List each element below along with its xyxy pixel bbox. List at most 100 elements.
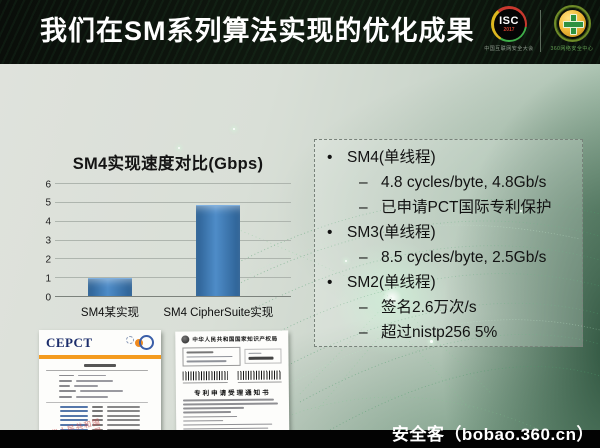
org-logo-caption: 360网络安全中心	[550, 46, 594, 52]
y-axis-tick-label: 1	[45, 273, 51, 285]
cepct-logo-text: CEPCT	[46, 335, 93, 350]
doc-text-line	[183, 411, 231, 414]
doc-text-line	[58, 374, 75, 377]
bullet-item: SM4(单线程)	[325, 145, 572, 170]
doc-text-line	[83, 363, 117, 367]
doc-text-line	[60, 405, 89, 408]
chart-gridline	[55, 296, 291, 297]
doc-line-row	[46, 395, 154, 398]
doc-text-line	[60, 410, 89, 413]
slide-title: 我们在SM系列算法实现的优化成果	[40, 16, 475, 46]
bullet-item: SM3(单线程)	[325, 220, 572, 245]
doc-text-line	[75, 379, 113, 382]
doc-line-row	[46, 374, 154, 377]
doc-text-line	[107, 423, 140, 426]
doc-line-row	[183, 419, 282, 422]
y-axis-tick-label: 0	[45, 292, 51, 303]
bullet-item: SM2(单线程)	[325, 270, 572, 295]
doc-text-line	[182, 398, 275, 402]
cepct-logo-graphic-icon	[126, 335, 154, 350]
doc-text-line	[75, 395, 109, 398]
doc-line-row	[182, 398, 282, 402]
isc-logo-caption: 中国互联网安全大会	[484, 46, 534, 52]
doc-text-line	[92, 410, 104, 413]
doc-text-line	[73, 385, 98, 387]
doc-line-row	[46, 363, 154, 367]
doc-line-row	[46, 410, 154, 413]
chart-gridline	[55, 183, 291, 184]
sm4-speed-chart: SM4实现速度对比(Gbps) 0 1 2 3 4 5 6 SM4某实现 SM4 CipherS…	[36, 146, 300, 324]
y-axis-tick-label: 6	[45, 179, 51, 190]
barcode	[182, 370, 228, 381]
sipo-header-text: 中华人民共和国国家知识产权局	[192, 336, 278, 344]
highlights-panel: SM4(单线程)4.8 cycles/byte, 4.8Gb/s已申请PCT国际…	[314, 139, 583, 347]
doc-text-line	[183, 415, 238, 418]
doc-line-row	[183, 415, 282, 418]
slide-header: 我们在SM系列算法实现的优化成果 ISC 2017 中国互联网安全大会	[0, 0, 600, 64]
bullet-subitem: 超过nistp256 5%	[325, 320, 572, 345]
barcode	[237, 370, 282, 380]
doc-line-row	[46, 419, 154, 422]
doc-text-line	[182, 402, 279, 406]
chart-bar	[196, 204, 241, 296]
shield-emblem-icon	[553, 5, 591, 42]
y-axis-tick-label: 2	[45, 254, 51, 266]
logo-divider	[540, 10, 541, 52]
cepct-orange-rule	[39, 355, 161, 359]
isc-2017-logo: ISC 2017 中国互联网安全大会	[482, 6, 536, 52]
sparkle-dot	[233, 128, 235, 130]
chart-plot-area: 0 1 2 3 4 5 6 SM4某实现 SM4 CipherSuite实现	[45, 179, 291, 319]
doc-text-line	[46, 369, 148, 372]
y-axis-tick-label: 4	[45, 216, 51, 228]
doc-text-line	[60, 419, 89, 422]
doc-text-line	[46, 401, 148, 403]
doc-text-line	[92, 414, 104, 417]
doc-text-line	[58, 379, 72, 382]
doc-line-row	[182, 402, 282, 406]
chart-gridline	[55, 277, 291, 279]
doc-text-line	[60, 414, 89, 417]
bullet-subitem: 已申请PCT国际专利保护	[325, 195, 572, 220]
chart-gridline	[55, 239, 291, 241]
doc-line-row	[46, 369, 154, 372]
highlights-list: SM4(单线程)4.8 cycles/byte, 4.8Gb/s已申请PCT国际…	[325, 145, 572, 345]
chart-title: SM4实现速度对比(Gbps)	[72, 155, 264, 173]
doc-text-line	[107, 419, 140, 422]
applicant-box	[182, 346, 241, 367]
chart-gridline	[55, 220, 291, 222]
sipo-emblem-icon	[181, 335, 190, 344]
isc-logo-year: 2017	[503, 26, 515, 33]
doc-line-row	[183, 407, 282, 410]
doc-line-row	[46, 405, 154, 408]
doc-text-line	[92, 405, 104, 408]
slide-body: SM4实现速度对比(Gbps) 0 1 2 3 4 5 6 SM4某实现 SM4 CipherS…	[0, 64, 600, 448]
doc-text-line	[183, 423, 273, 426]
site-watermark: 安全客（bobao.360.cn）	[391, 425, 594, 444]
doc-line-row	[46, 428, 154, 431]
x-axis-category-label: SM4某实现	[80, 307, 140, 319]
doc-text-line	[107, 405, 140, 408]
doc-text-line	[92, 419, 104, 422]
doc-text-line	[92, 423, 104, 426]
doc-text-line	[183, 407, 245, 410]
doc-line-row	[46, 401, 154, 403]
isc-logo-text: ISC	[499, 14, 519, 27]
chart-gridline	[55, 258, 291, 260]
doc-line-row	[46, 385, 154, 387]
number-box	[244, 348, 282, 364]
doc-text-line	[107, 410, 140, 413]
doc-text-line	[60, 428, 89, 431]
doc-line-row	[46, 379, 154, 382]
doc-line-row	[183, 411, 282, 414]
chart-gridline	[55, 201, 291, 203]
doc-text-line	[92, 428, 104, 431]
certificate-cepct: CEPCT 中华人民共和国 国家知识产权局	[39, 330, 161, 448]
org-shield-logo: 360网络安全中心	[546, 5, 598, 52]
doc-text-line	[107, 414, 140, 417]
doc-line-row	[46, 423, 154, 426]
doc-line-row	[183, 423, 282, 426]
sparkle-dot	[178, 147, 180, 149]
doc-text-line	[80, 390, 124, 393]
bottom-black-bar	[0, 430, 600, 448]
doc-text-line	[183, 419, 223, 422]
